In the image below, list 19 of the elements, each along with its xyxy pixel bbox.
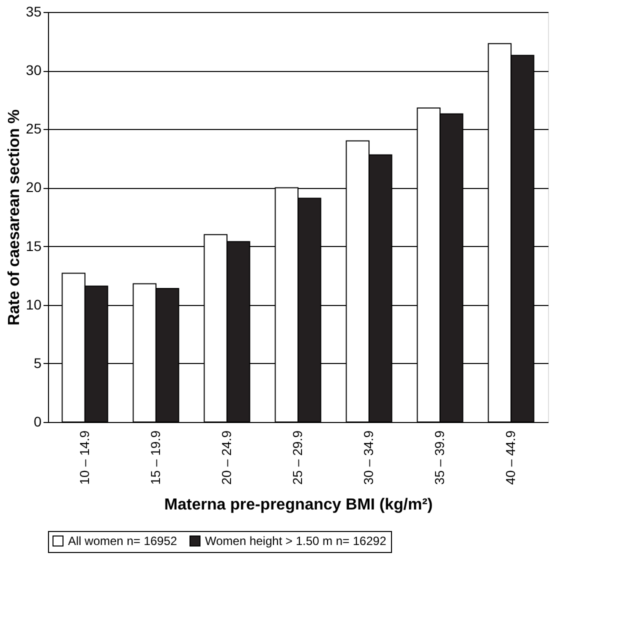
x-tick-label: 20 – 24.9 bbox=[218, 430, 234, 485]
y-tick-label: 25 bbox=[26, 120, 42, 137]
y-tick-label: 30 bbox=[26, 62, 42, 78]
y-axis-title: Rate of caesarean section % bbox=[6, 109, 23, 326]
y-tick-label: 20 bbox=[26, 179, 42, 196]
x-tick-label: 30 – 34.9 bbox=[361, 430, 376, 485]
x-tick-label: 15 – 19.9 bbox=[148, 430, 163, 485]
x-tick-label: 10 – 14.9 bbox=[76, 430, 92, 485]
y-tick-label: 5 bbox=[34, 354, 42, 371]
x-axis-title: Materna pre-pregnancy BMI (kg/m²) bbox=[164, 496, 433, 514]
x-tick-label: 40 – 44.9 bbox=[503, 430, 518, 485]
y-tick-label: 15 bbox=[26, 238, 42, 254]
legend-label: All women n= 16952 bbox=[68, 534, 178, 548]
y-tick-label: 35 bbox=[26, 4, 42, 20]
x-tick-label: 35 – 39.9 bbox=[432, 430, 448, 485]
x-tick-label: 25 – 29.9 bbox=[290, 430, 305, 485]
y-tick-label: 0 bbox=[34, 414, 42, 430]
legend-label: Women height > 1.50 m n= 16292 bbox=[205, 534, 387, 548]
y-tick-label: 10 bbox=[26, 296, 42, 312]
